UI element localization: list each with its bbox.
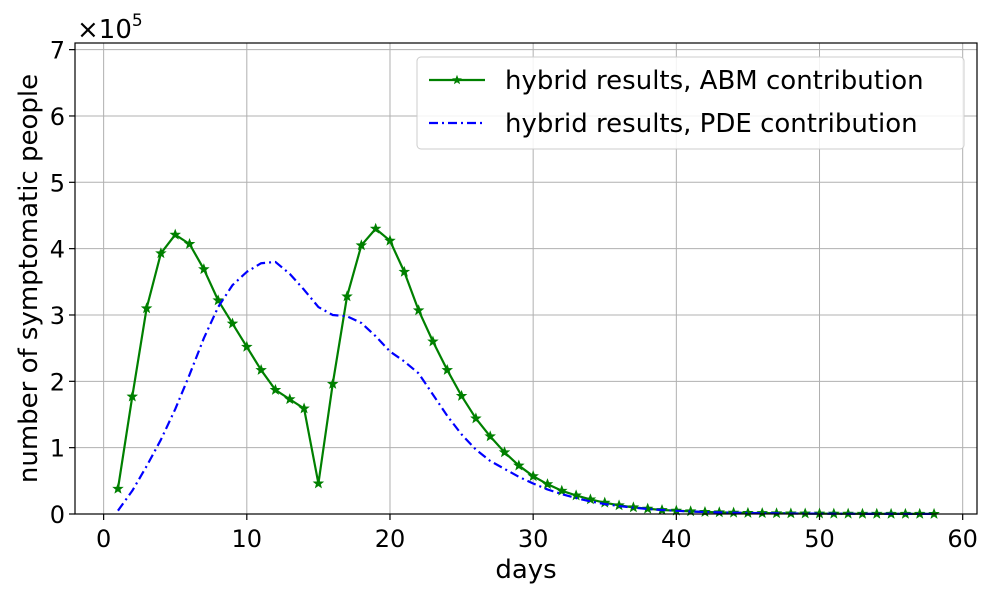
data-point	[398, 265, 411, 277]
data-point	[498, 446, 511, 458]
data-point	[913, 507, 926, 519]
data-point	[541, 478, 554, 490]
series-layer	[112, 222, 940, 519]
data-point	[412, 304, 425, 316]
data-point	[255, 364, 267, 375]
series-2	[117, 260, 935, 516]
data-point	[241, 340, 253, 352]
data-point	[369, 222, 382, 234]
y-scale-multiplier: ×105	[77, 11, 143, 45]
x-axis-label: days	[495, 555, 556, 585]
data-point	[427, 335, 439, 347]
y-scale-base: ×10	[77, 15, 132, 45]
plot-frame	[74, 42, 978, 515]
y-tick-label: 0	[50, 501, 65, 529]
data-point	[269, 383, 282, 395]
legend-label: hybrid results, PDE contribution	[505, 109, 918, 139]
y-tick-label: 1	[50, 435, 65, 463]
data-point	[527, 470, 539, 482]
x-tick-label: 20	[375, 525, 406, 553]
x-tick-label: 40	[661, 525, 692, 553]
y-tick-label: 2	[50, 368, 65, 396]
data-point	[312, 477, 325, 489]
y-tick-label: 6	[50, 103, 65, 131]
data-point	[756, 507, 768, 519]
legend-entry: hybrid results, PDE contribution	[429, 109, 918, 139]
data-point	[455, 389, 468, 401]
y-tick-label: 4	[50, 236, 65, 264]
y-tick-label: 7	[50, 37, 65, 65]
data-point	[384, 234, 396, 246]
data-point	[613, 499, 625, 511]
series-1	[112, 222, 940, 519]
data-point	[871, 507, 883, 519]
legend: hybrid results, ABM contribution hybrid r…	[416, 56, 965, 150]
data-point	[556, 484, 568, 496]
data-point	[140, 302, 153, 314]
data-point	[126, 390, 139, 402]
x-tick-label: 50	[804, 525, 835, 553]
data-point	[212, 294, 224, 306]
data-point	[584, 493, 597, 505]
legend-box	[416, 56, 965, 150]
data-point	[298, 402, 310, 414]
data-point	[355, 239, 368, 251]
data-point	[169, 228, 181, 240]
data-point	[284, 393, 296, 405]
data-point	[198, 263, 210, 275]
data-point	[341, 290, 353, 302]
series-line	[116, 227, 935, 516]
y-scale-exponent: 5	[132, 11, 143, 31]
ticks: 0 10 20 30 40 50 60 0 1 2 3 4 5 6 7	[50, 37, 978, 553]
data-point	[112, 482, 124, 494]
y-tick-label: 5	[50, 169, 65, 197]
data-point	[641, 502, 654, 514]
y-tick-label: 3	[50, 302, 65, 330]
legend-entries: hybrid results, ABM contribution hybrid r…	[429, 66, 924, 139]
x-tick-label: 10	[232, 525, 263, 553]
legend-marker	[452, 74, 462, 85]
data-point	[226, 317, 239, 329]
x-tick-label: 60	[947, 525, 978, 553]
data-point	[470, 412, 482, 424]
data-point	[742, 506, 754, 518]
legend-label: hybrid results, ABM contribution	[505, 66, 924, 96]
data-point	[513, 459, 525, 471]
data-point	[183, 237, 196, 249]
data-point	[155, 247, 167, 259]
data-point	[484, 430, 496, 442]
legend-entry: hybrid results, ABM contribution	[429, 66, 924, 96]
series-line	[117, 260, 935, 516]
x-tick-label: 30	[518, 525, 549, 553]
data-point	[326, 377, 339, 389]
data-point	[441, 364, 454, 375]
data-point	[799, 507, 811, 519]
y-axis-label: number of symptomatic people	[14, 74, 44, 483]
x-tick-label: 0	[96, 525, 111, 553]
data-point	[856, 507, 869, 519]
